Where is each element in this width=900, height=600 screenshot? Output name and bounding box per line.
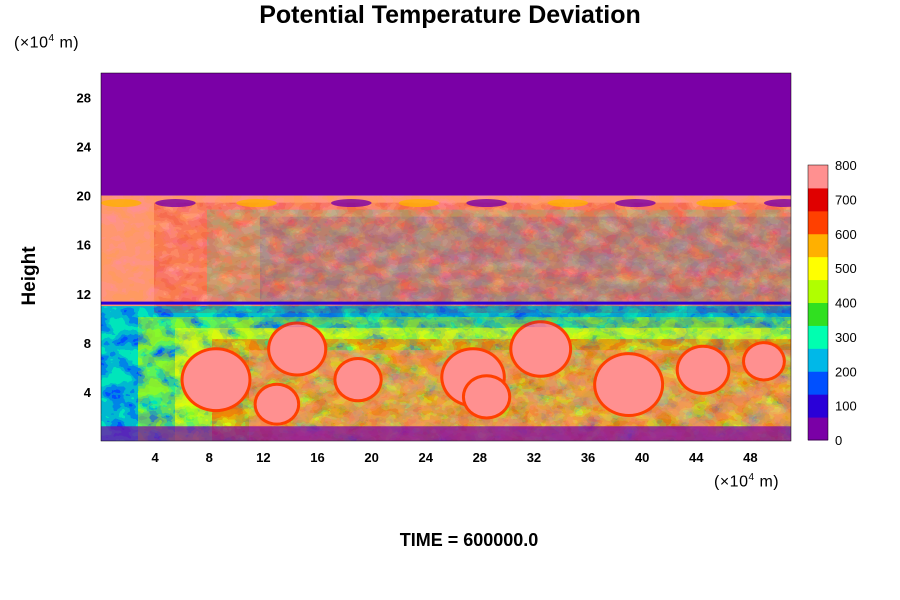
colorbar-swatch [808, 256, 828, 281]
plot-area [101, 73, 791, 441]
colorbar-tick-label: 100 [835, 399, 857, 414]
fringe-5 [466, 199, 507, 208]
fringe-8 [696, 199, 737, 208]
time-label: TIME = 600000.0 [399, 530, 539, 550]
y-tick-label: 8 [84, 336, 91, 351]
fringe-7 [615, 199, 656, 208]
y-tick-label: 16 [77, 238, 91, 253]
fringe-4 [398, 199, 440, 208]
plume-6 [464, 377, 509, 417]
x-tick-label: 8 [206, 450, 213, 465]
x-tick-label: 4 [152, 450, 160, 465]
colorbar-swatch [808, 233, 828, 258]
layer-ground [101, 426, 791, 441]
x-tick-label: 36 [581, 450, 595, 465]
y-tick-label: 28 [77, 91, 91, 106]
colorbar-tick-label: 500 [835, 261, 857, 276]
colorbar-tick-label: 400 [835, 296, 857, 311]
fringe-2 [236, 199, 277, 208]
chart-title: Potential Temperature Deviation [259, 1, 641, 29]
plume-8 [678, 347, 728, 392]
fringe-1 [155, 199, 196, 208]
strat-band-120 [260, 216, 791, 328]
fringe-6 [547, 199, 589, 208]
x-tick-label: 44 [689, 450, 704, 465]
x-unit-exponent: 4 [748, 472, 755, 483]
plume-9 [745, 344, 783, 379]
x-unit-suffix: m) [754, 473, 780, 491]
plume-1 [270, 324, 325, 374]
colorbar-tick-label: 600 [835, 227, 857, 242]
y-unit-suffix: m) [54, 34, 80, 52]
y-tick-label: 24 [77, 140, 92, 155]
x-tick-label: 32 [527, 450, 541, 465]
x-tick-label: 28 [473, 450, 487, 465]
colorbar-swatch [808, 348, 828, 372]
colorbar-tick-label: 800 [835, 158, 857, 173]
colorbar-swatch [808, 165, 828, 189]
x-tick-label: 16 [310, 450, 324, 465]
x-tick-label: 48 [743, 450, 757, 465]
colorbar-swatch [808, 210, 828, 235]
plume-0 [183, 350, 249, 410]
x-tick-label: 20 [364, 450, 378, 465]
colorbar-swatch [808, 302, 828, 326]
colorbar-swatch [808, 187, 828, 212]
x-tick-label: 24 [418, 450, 433, 465]
y-tick-label: 4 [84, 385, 92, 400]
x-axis-unit: (×104 m) [714, 472, 779, 491]
x-tick-label: 12 [256, 450, 270, 465]
plume-5 [512, 323, 570, 375]
colorbar-tick-label: 700 [835, 192, 857, 207]
plume-2 [256, 385, 298, 423]
y-unit-exponent: 4 [48, 33, 55, 44]
x-axis-ticks: 4 8 12 16 20 24 28 32 36 40 44 48 [152, 450, 758, 465]
plume-7 [596, 355, 662, 415]
y-tick-label: 20 [77, 189, 91, 204]
colorbar-swatch [808, 371, 828, 395]
fringe-0 [101, 199, 142, 208]
y-tick-label: 12 [77, 287, 91, 302]
x-tick-label: 40 [635, 450, 649, 465]
y-axis-unit: (×104 m) [14, 33, 79, 52]
colorbar: 0 100 200 300 400 500 600 700 800 [807, 158, 857, 448]
colorbar-tick-label: 300 [835, 330, 857, 345]
colorbar-swatch [808, 325, 828, 349]
colorbar-tick-label: 0 [835, 433, 842, 448]
colorbar-frame [807, 164, 829, 441]
colorbar-swatch [808, 279, 828, 303]
colorbar-swatch [808, 417, 828, 441]
plume-3 [336, 360, 380, 400]
fringe-9 [763, 199, 791, 208]
y-axis-ticks: 4 8 12 16 20 24 28 [77, 91, 92, 400]
interface-line [101, 301, 791, 305]
y-unit-prefix: (×10 [14, 34, 49, 52]
layer-upper [101, 73, 791, 196]
plot-frame [100, 72, 792, 442]
x-unit-prefix: (×10 [714, 473, 749, 491]
colorbar-swatch [808, 394, 828, 418]
fringe-3 [331, 199, 372, 208]
colorbar-tick-label: 200 [835, 364, 857, 379]
